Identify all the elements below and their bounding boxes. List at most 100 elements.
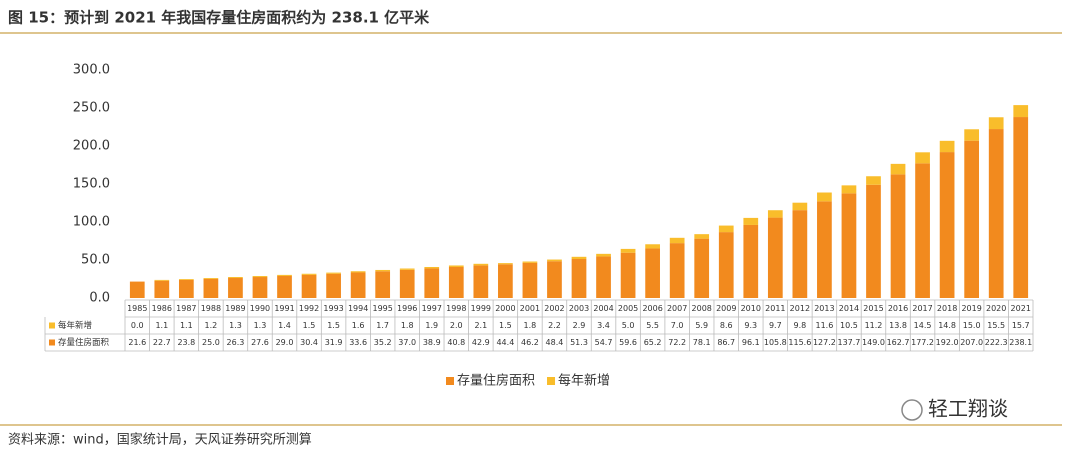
table-cell: 37.0 [398, 338, 416, 347]
table-cell: 1.7 [376, 321, 389, 330]
table-cell: 10.5 [840, 321, 858, 330]
x-tick-label: 2012 [790, 304, 810, 313]
bar-segment [448, 265, 464, 267]
x-tick-label: 2013 [814, 304, 834, 313]
bar-segment [547, 259, 562, 262]
table-cell: 35.2 [374, 338, 392, 347]
bar-segment [620, 252, 636, 298]
table-cell: 38.9 [423, 338, 441, 347]
table-cell: 1.5 [303, 321, 316, 330]
table-cell: 33.6 [349, 338, 367, 347]
table-cell: 27.6 [251, 338, 269, 347]
bar-segment [1013, 117, 1029, 298]
table-cell: 1.9 [425, 321, 438, 330]
bar-segment [129, 281, 145, 298]
bar-segment [792, 210, 808, 298]
bar-segment [718, 225, 734, 233]
bar-segment [915, 152, 930, 164]
x-tick-label: 2001 [520, 304, 540, 313]
table-cell: 2.9 [573, 321, 586, 330]
x-tick-label: 1986 [152, 304, 172, 313]
x-tick-label: 1985 [127, 304, 147, 313]
x-tick-label: 2017 [912, 304, 932, 313]
bar-segment [178, 279, 194, 280]
bar-segment [350, 272, 366, 298]
y-tick-label: 150.0 [73, 177, 110, 192]
bar-segment [350, 271, 366, 273]
bar-segment [1013, 105, 1029, 118]
table-cell: 1.3 [229, 321, 242, 330]
table-cell: 15.5 [987, 321, 1005, 330]
bar-segment [203, 278, 219, 279]
bar-segment [473, 265, 489, 298]
y-tick-label: 0.0 [89, 291, 110, 306]
table-cell: 65.2 [644, 338, 662, 347]
table-cell: 11.6 [815, 321, 833, 330]
table-cell: 1.5 [327, 321, 340, 330]
bar-segment [547, 261, 562, 298]
x-tick-label: 1997 [422, 304, 442, 313]
bar-segment [154, 280, 170, 298]
bar-segment [743, 224, 759, 298]
table-cell: 222.3 [985, 338, 1008, 347]
table-cell: 31.9 [325, 338, 343, 347]
bar-segment [718, 232, 734, 298]
table-legend-key [49, 339, 55, 346]
table-cell: 177.2 [911, 338, 934, 347]
table-cell: 207.0 [960, 338, 983, 347]
table-cell: 105.8 [764, 338, 787, 347]
x-tick-label: 1992 [299, 304, 319, 313]
x-tick-label: 2009 [716, 304, 736, 313]
table-cell: 192.0 [936, 338, 959, 347]
x-tick-label: 2016 [888, 304, 908, 313]
bar-segment [817, 192, 832, 202]
bar-segment [399, 268, 415, 270]
table-cell: 2.1 [474, 321, 487, 330]
bar-segment [326, 272, 341, 274]
bar-segment [399, 269, 415, 298]
y-tick-label: 200.0 [73, 139, 110, 154]
legend-key [446, 377, 454, 385]
table-cell: 9.7 [769, 321, 782, 330]
table-cell: 46.2 [521, 338, 539, 347]
legend-label: 存量住房面积 [457, 373, 535, 389]
x-tick-label: 1991 [274, 304, 294, 313]
bar-segment [154, 279, 170, 281]
table-cell: 44.4 [496, 338, 514, 347]
bar-segment [596, 256, 611, 298]
table-cell: 21.6 [128, 338, 146, 347]
y-tick-label: 300.0 [73, 63, 110, 78]
bar-segment [792, 202, 808, 211]
x-tick-label: 2015 [863, 304, 883, 313]
bar-segment [767, 210, 783, 218]
bar-segment [522, 262, 538, 298]
legend-key [547, 377, 556, 385]
table-row-label: 每年新增 [58, 320, 92, 331]
bar-segment [988, 129, 1004, 298]
table-cell: 1.2 [205, 321, 218, 330]
x-tick-label: 2014 [839, 304, 859, 313]
x-tick-label: 2021 [1011, 304, 1031, 313]
bar-segment [424, 266, 440, 269]
table-cell: 1.6 [352, 321, 365, 330]
x-tick-label: 2002 [544, 304, 564, 313]
bar-segment [375, 269, 391, 272]
bar-segment [743, 217, 759, 225]
table-cell: 2.0 [450, 321, 463, 330]
table-legend-key [49, 322, 55, 329]
table-cell: 1.5 [499, 321, 512, 330]
source: 资料来源：wind，国家统计局，天风证券研究所测算 [8, 432, 312, 448]
bar-segment [498, 264, 513, 298]
x-tick-label: 2020 [986, 304, 1006, 313]
x-tick-label: 1990 [250, 304, 270, 313]
bar-segment [326, 273, 341, 298]
table-cell: 1.4 [278, 321, 291, 330]
x-tick-label: 1999 [471, 304, 491, 313]
bar-segment [866, 176, 881, 185]
table-cell: 59.6 [619, 338, 637, 347]
table-cell: 11.2 [865, 321, 883, 330]
table-cell: 54.7 [595, 338, 613, 347]
table-cell: 0.0 [131, 321, 144, 330]
table-cell: 86.7 [717, 338, 735, 347]
